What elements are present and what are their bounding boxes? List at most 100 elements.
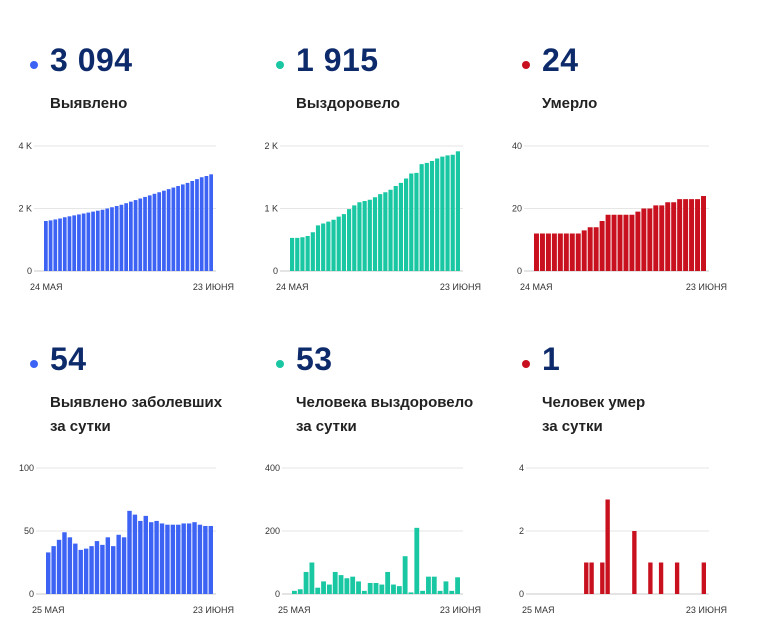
bar-recovered-daily: [426, 576, 431, 594]
bar-recovered-total: [315, 225, 321, 272]
bar-detected-total: [105, 208, 110, 271]
bar-detected-daily: [51, 546, 56, 594]
bar-detected-total: [91, 211, 95, 272]
bar-recovered-total: [424, 162, 429, 272]
bar-deaths-total: [617, 214, 623, 271]
bar-deaths-daily: [632, 531, 637, 594]
x-tick-label: 25 МАЯ: [278, 605, 311, 615]
bar-detected-total: [204, 176, 209, 271]
bar-recovered-total: [341, 214, 346, 272]
bar-detected-total: [152, 193, 157, 271]
bar-deaths-total: [701, 196, 706, 271]
bar-recovered-total: [321, 223, 326, 271]
x-tick-label: 25 МАЯ: [32, 605, 65, 615]
bar-recovered-daily: [356, 581, 361, 594]
bar-deaths-daily: [605, 499, 610, 594]
panel-detected-daily: 54 Выявлено заболевших за сутки: [28, 339, 268, 639]
bar-recovered-total: [409, 173, 414, 271]
bar-detected-daily: [197, 524, 203, 594]
bar-detected-daily: [143, 515, 148, 594]
legend-dot: [276, 360, 284, 368]
bar-detected-total: [147, 195, 152, 272]
panel-deaths-total: 24 Умерло: [520, 40, 758, 340]
y-tick-label: 100: [19, 463, 34, 473]
bar-deaths-total: [683, 199, 689, 272]
bar-detected-daily: [138, 520, 143, 594]
bar-recovered-daily: [367, 582, 373, 594]
bar-recovered-total: [331, 219, 336, 271]
bar-deaths-total: [653, 205, 659, 272]
bar-deaths-total: [659, 205, 665, 272]
y-tick-label: 4: [519, 463, 524, 473]
y-tick-label: 2: [519, 526, 524, 536]
bar-detected-daily: [176, 524, 181, 594]
y-tick-label: 0: [27, 266, 32, 276]
bar-detected-daily: [73, 543, 78, 594]
bar-recovered-total: [445, 155, 450, 272]
bar-detected-total: [190, 181, 195, 271]
y-tick-label: 0: [519, 589, 524, 599]
bar-recovered-daily: [373, 582, 379, 594]
bar-detected-daily: [100, 544, 105, 594]
bar-detected-total: [58, 218, 62, 271]
bar-deaths-total: [593, 227, 599, 271]
y-tick-label: 2 K: [264, 141, 278, 151]
x-tick-label: 24 МАЯ: [520, 282, 553, 292]
stat-label: Выявлено: [50, 95, 128, 112]
y-tick-label: 1 K: [264, 204, 278, 214]
bar-recovered-daily: [402, 556, 408, 594]
bar-deaths-total: [581, 230, 587, 272]
y-tick-label: 400: [265, 463, 280, 473]
bar-detected-total: [157, 192, 162, 271]
bar-detected-total: [166, 189, 171, 272]
bar-recovered-total: [398, 182, 403, 272]
bar-detected-daily: [148, 522, 154, 594]
bar-recovered-daily: [297, 589, 303, 594]
panel-recovered-daily: 53 Человека выздоровело за сутки: [274, 339, 514, 639]
bar-recovered-daily: [396, 586, 402, 595]
bar-recovered-daily: [321, 581, 326, 594]
bar-recovered-total: [290, 237, 295, 272]
bar-deaths-total: [587, 227, 593, 271]
bar-recovered-total: [455, 151, 460, 271]
bar-recovered-total: [336, 216, 341, 272]
bar-detected-daily: [94, 541, 100, 594]
y-tick-label: 0: [29, 589, 34, 599]
bar-deaths-daily: [600, 562, 605, 594]
bar-recovered-daily: [385, 571, 391, 594]
bar-detected-total: [86, 212, 91, 271]
bar-recovered-daily: [414, 527, 420, 594]
stat-label: Выявлено заболевших за сутки: [50, 394, 223, 435]
bar-recovered-daily: [332, 571, 338, 594]
y-tick-label: 40: [512, 141, 522, 151]
bar-detected-daily: [170, 524, 176, 594]
bar-deaths-total: [534, 233, 539, 271]
bar-detected-total: [176, 186, 180, 271]
x-tick-label: 24 МАЯ: [276, 282, 309, 292]
bar-detected-daily: [83, 548, 89, 594]
legend-dot: [30, 61, 38, 69]
bar-recovered-daily: [292, 590, 297, 594]
bar-recovered-daily: [391, 584, 396, 594]
bar-deaths-total: [551, 233, 557, 271]
stat-value: 3 094: [50, 42, 133, 78]
bar-detected-total: [119, 204, 124, 271]
bar-recovered-daily: [443, 581, 449, 594]
bar-detected-total: [195, 179, 199, 272]
stat-label: Человек умер за сутки: [542, 394, 646, 435]
legend-dot: [276, 61, 284, 69]
bar-recovered-daily: [408, 592, 414, 594]
bar-deaths-total: [611, 214, 617, 271]
y-tick-label: 200: [265, 526, 280, 536]
bar-deaths-total: [545, 233, 551, 271]
bar-recovered-daily: [344, 578, 350, 594]
bar-detected-total: [72, 215, 77, 272]
bar-detected-daily: [89, 546, 94, 594]
bar-deaths-daily: [648, 562, 653, 594]
bar-recovered-total: [326, 221, 331, 272]
bar-recovered-daily: [303, 571, 309, 594]
bar-detected-total: [53, 219, 58, 271]
bar-recovered-daily: [350, 576, 356, 594]
panel-deaths-daily: 1 Человек умер за сутки: [520, 339, 758, 639]
